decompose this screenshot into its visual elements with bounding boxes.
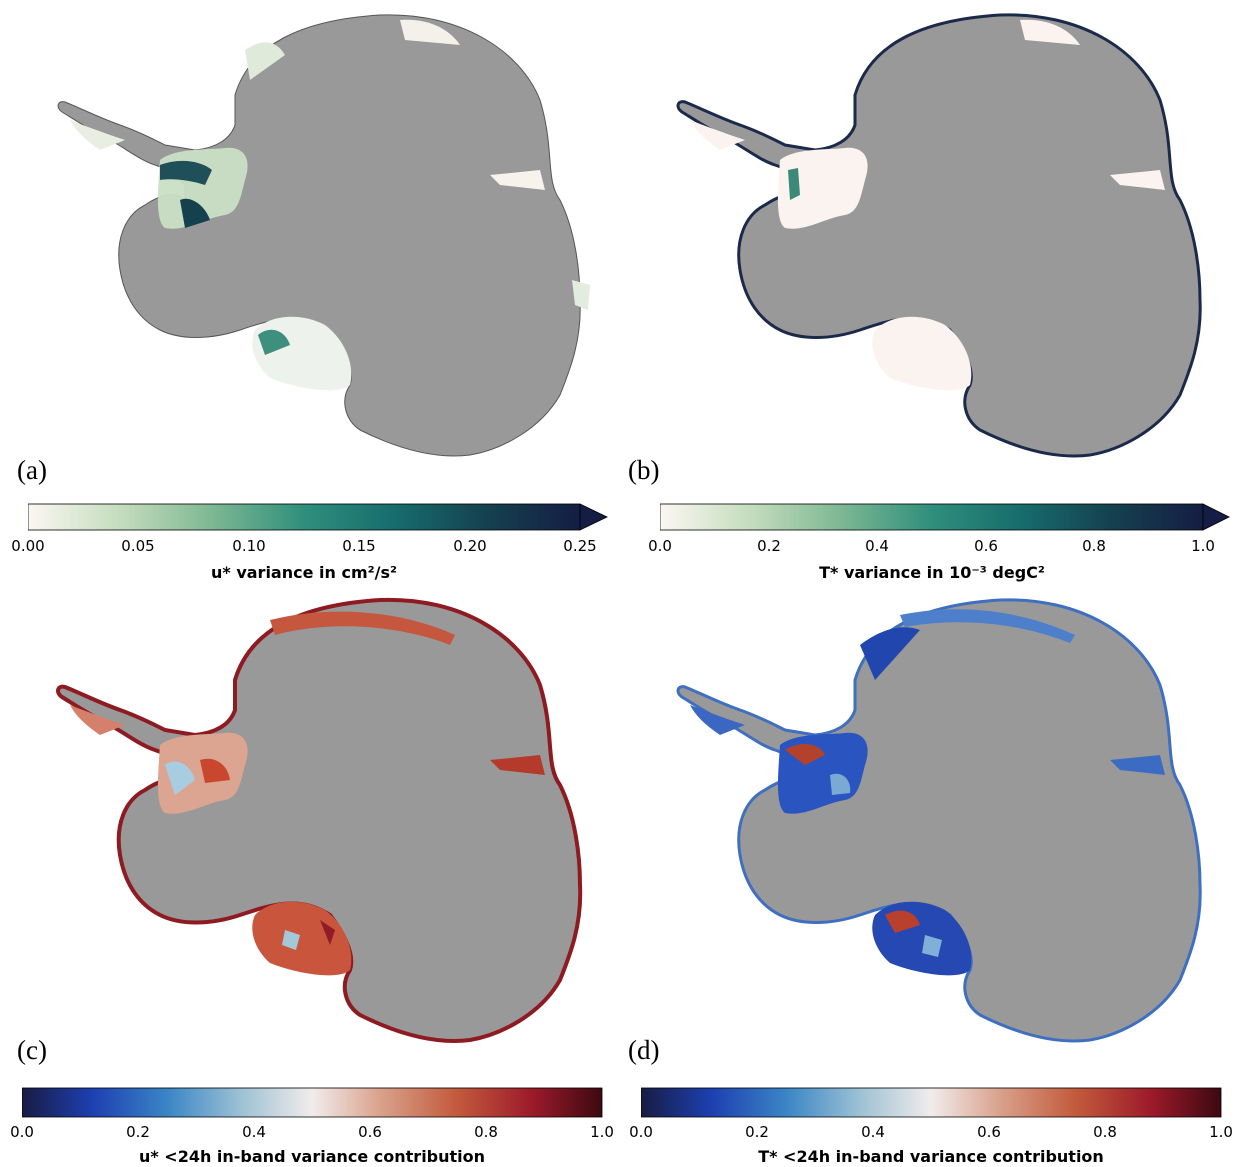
antarctica-map — [56, 597, 583, 1043]
colorbar: 0.00 0.05 0.10 0.15 0.20 0.25 u* varianc… — [11, 503, 608, 583]
tick-label: 0.6 — [974, 537, 998, 555]
tick-label: 0.4 — [865, 537, 889, 555]
tick-label: 0.8 — [474, 1123, 498, 1141]
panel-c: (c) 0.0 0.2 0.4 0.6 0.8 1.0 u* <24h in-b… — [0, 585, 620, 1167]
tick-label: 0.05 — [121, 537, 155, 555]
colorbar-title: T* variance in 10⁻³ degC² — [819, 563, 1045, 582]
panel-label: (c) — [17, 1035, 47, 1065]
tick-label: 0.2 — [126, 1123, 150, 1141]
antarctica-map — [57, 14, 590, 457]
tick-label: 0.0 — [10, 1123, 34, 1141]
tick-label: 0.0 — [629, 1123, 653, 1141]
tick-label: 0.2 — [757, 537, 781, 555]
panel-b: (b) 0.0 0.2 0.4 0.6 0.8 1.0 T* variance … — [620, 0, 1238, 585]
colorbar: 0.0 0.2 0.4 0.6 0.8 1.0 T* <24h in-band … — [629, 1087, 1233, 1167]
tick-label: 0.20 — [453, 537, 487, 555]
colorbar: 0.0 0.2 0.4 0.6 0.8 1.0 T* variance in 1… — [648, 503, 1230, 583]
colorbar-extend-arrow — [1202, 503, 1230, 531]
tick-label: 0.6 — [358, 1123, 382, 1141]
panel-label: (d) — [628, 1035, 660, 1065]
colorbar-gradient — [660, 503, 1204, 531]
colorbar-gradient — [22, 1087, 603, 1118]
ross-shelf — [252, 901, 352, 976]
tick-label: 0.8 — [1082, 537, 1106, 555]
tick-label: 0.00 — [11, 537, 45, 555]
tick-label: 0.0 — [648, 537, 672, 555]
colorbar-title: u* variance in cm²/s² — [210, 563, 398, 582]
colorbar-extend-arrow — [579, 503, 608, 531]
tick-label: 0.25 — [563, 537, 597, 555]
tick-label: 0.15 — [342, 537, 376, 555]
colorbar-gradient — [641, 1087, 1222, 1118]
tick-label: 0.6 — [977, 1123, 1001, 1141]
colorbar-title: T* <24h in-band variance contribution — [758, 1147, 1104, 1166]
tick-label: 1.0 — [590, 1123, 614, 1141]
ice-shelf-overlay — [70, 611, 545, 976]
panel-label: (b) — [628, 455, 660, 485]
antarctica-map — [676, 13, 1202, 458]
colorbar: 0.0 0.2 0.4 0.6 0.8 1.0 u* <24h in-band … — [10, 1087, 614, 1167]
ice-shelf-overlay — [690, 19, 1165, 391]
amery-shelf — [490, 170, 545, 190]
colorbar-title: u* <24h in-band variance contribution — [138, 1147, 486, 1166]
tick-label: 1.0 — [1209, 1123, 1233, 1141]
amery-shelf — [1110, 755, 1165, 775]
ice-shelf-overlay — [690, 609, 1165, 976]
ronne-filchner-shelf — [777, 147, 868, 229]
amery-shelf — [1110, 170, 1165, 190]
panel-label: (a) — [17, 455, 47, 485]
panel-d: (d) 0.0 0.2 0.4 0.6 0.8 1.0 T* <24h in-b… — [620, 585, 1238, 1167]
colorbar-gradient — [28, 503, 581, 531]
tick-label: 0.4 — [861, 1123, 885, 1141]
tick-label: 0.8 — [1093, 1123, 1117, 1141]
antarctica-map — [676, 598, 1202, 1043]
ross-shelf — [872, 316, 972, 391]
ice-shelf-overlay — [70, 19, 590, 391]
tick-label: 1.0 — [1191, 537, 1215, 555]
tick-label: 0.10 — [232, 537, 266, 555]
tick-label: 0.2 — [745, 1123, 769, 1141]
panel-a: (a) 0.00 0.05 0.10 0.15 0.20 0.25 u* var… — [0, 0, 620, 585]
amery-shelf — [490, 755, 545, 775]
tick-label: 0.4 — [242, 1123, 266, 1141]
ronne-filchner-shelf — [157, 732, 248, 814]
